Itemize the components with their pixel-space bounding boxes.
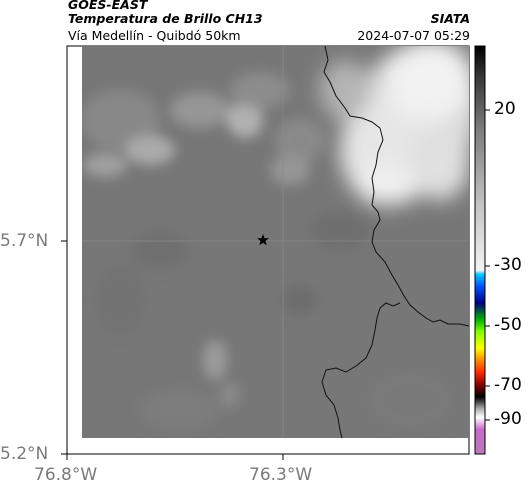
lon-label: 76.3°W [249,465,313,485]
region-subtitle: Vía Medellín - Quibdó 50km [68,28,241,43]
lat-label: 5.7°N [0,231,49,251]
brightness-temperature-raster [82,46,469,438]
colorbar [474,45,486,455]
satellite-name: GOES-EAST [68,0,148,12]
datetime-label: 2024-07-07 05:29 [357,28,470,43]
agency-label: SIATA [430,11,470,26]
star-marker [257,234,269,246]
border-line [321,302,401,438]
colorbar-label: 20 [494,99,516,119]
product-title: Temperatura de Brillo CH13 [68,11,263,26]
colorbar-label: -70 [494,375,522,395]
colorbar-label: -50 [494,315,522,335]
lon-label: 76.8°W [34,465,98,485]
coastline [323,46,469,327]
colorbar-label: -90 [494,409,522,429]
lat-label: 5.2°N [0,444,49,464]
colorbar-label: -30 [494,255,522,275]
